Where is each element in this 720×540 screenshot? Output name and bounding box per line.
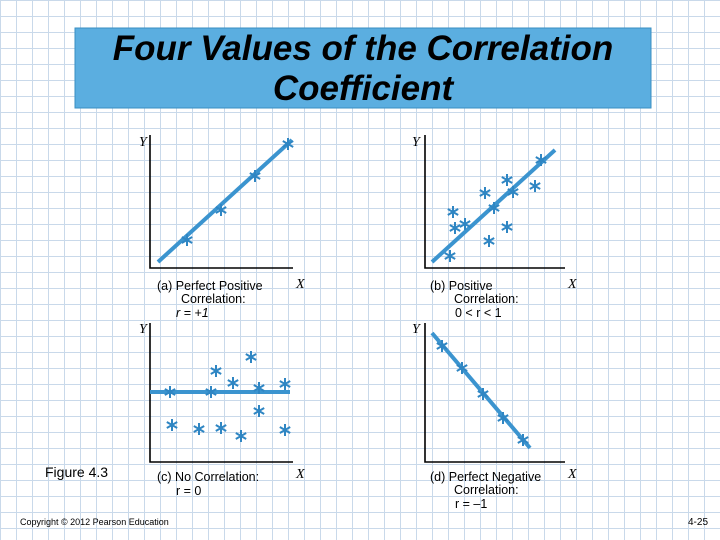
point: [166, 419, 178, 431]
y-axis-label: Y: [412, 135, 422, 150]
point: [444, 250, 456, 262]
title-box: [74, 27, 652, 109]
point: [497, 412, 509, 424]
points: [164, 138, 547, 446]
copyright: Copyright © 2012 Pearson Education: [20, 517, 169, 527]
caption: Correlation:: [454, 292, 519, 306]
trend-line: [156, 138, 294, 264]
point: [282, 138, 294, 150]
axes: [424, 323, 565, 463]
caption: 0 < r < 1: [455, 306, 502, 320]
point: [249, 170, 261, 182]
point: [479, 187, 491, 199]
figure-label: Figure 4.3: [45, 464, 108, 480]
x-axis-label: X: [567, 277, 577, 292]
point: [205, 386, 217, 398]
point: [488, 202, 500, 214]
point: [210, 365, 222, 377]
point: [535, 154, 547, 166]
caption: (c) No Correlation:: [157, 470, 259, 484]
point: [279, 424, 291, 436]
point: [483, 235, 495, 247]
title-line: Coefficient: [273, 69, 455, 108]
point: [447, 206, 459, 218]
x-axis-label: X: [295, 277, 305, 292]
caption: Correlation:: [454, 483, 519, 497]
y-axis-label: Y: [412, 322, 422, 337]
caption: Correlation:: [181, 292, 246, 306]
x-axis-label: X: [295, 467, 305, 482]
y-axis-label: Y: [139, 135, 149, 150]
caption: (a) Perfect Positive: [157, 279, 263, 293]
point: [501, 174, 513, 186]
point: [477, 388, 489, 400]
point: [459, 218, 471, 230]
point: [501, 221, 513, 233]
point: [529, 180, 541, 192]
point: [449, 222, 461, 234]
point: [181, 234, 193, 246]
x-axis-label: X: [567, 467, 577, 482]
point: [235, 430, 247, 442]
point: [456, 362, 468, 374]
axes: [149, 323, 293, 463]
point: [215, 422, 227, 434]
axes: [149, 135, 293, 269]
caption: r = –1: [455, 497, 487, 511]
point: [507, 186, 519, 198]
point: [245, 351, 257, 363]
point: [193, 423, 205, 435]
caption: (b) Positive: [430, 279, 493, 293]
caption: r = 0: [176, 484, 201, 498]
point: [253, 405, 265, 417]
trend-line: [430, 331, 532, 450]
point: [253, 382, 265, 394]
axes: [424, 135, 565, 269]
page-number: 4-25: [688, 517, 708, 528]
y-axis-label: Y: [139, 322, 149, 337]
title-line: Four Values of the Correlation: [113, 29, 613, 68]
point: [215, 204, 227, 216]
point: [279, 378, 291, 390]
point: [227, 377, 239, 389]
point: [436, 340, 448, 352]
point: [164, 386, 176, 398]
point: [517, 434, 529, 446]
caption: r = +1: [176, 306, 209, 320]
caption: (d) Perfect Negative: [430, 470, 541, 484]
